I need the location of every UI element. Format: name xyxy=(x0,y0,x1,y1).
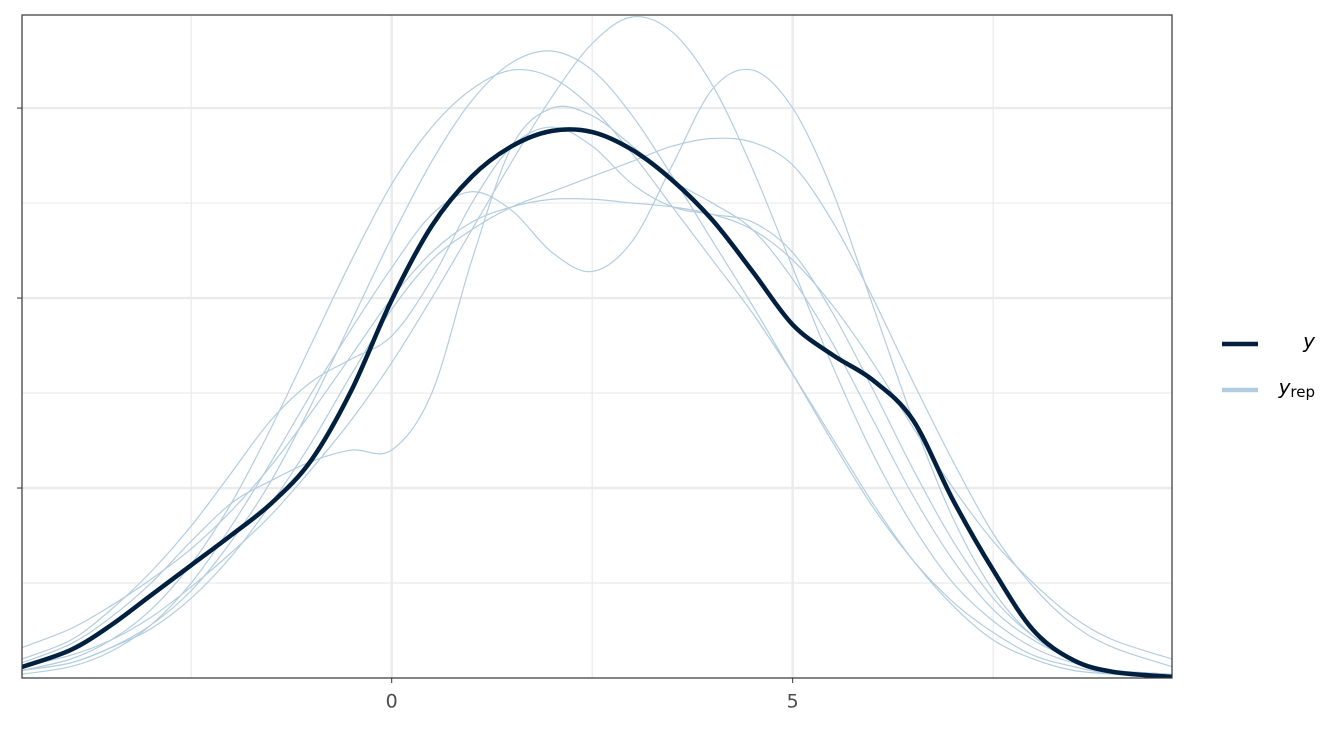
replicate-density xyxy=(22,68,1172,675)
replicate-density xyxy=(22,126,1172,675)
replicate-density xyxy=(22,15,1172,675)
x-tick-label: 0 xyxy=(386,691,398,713)
plot-border xyxy=(21,14,1173,679)
replicate-density xyxy=(22,50,1172,678)
legend-label-main: y xyxy=(1302,329,1316,353)
legend-label: y xyxy=(1302,329,1316,353)
legend-label-main: y xyxy=(1278,375,1292,399)
replicate-density xyxy=(22,68,1172,678)
x-tick-label: 5 xyxy=(787,691,799,713)
observed-density xyxy=(22,127,1172,678)
legend-label-subscript: rep xyxy=(1290,383,1315,401)
replicate-density xyxy=(22,197,1172,660)
legend-label: yrep xyxy=(1278,375,1315,401)
replicate-density xyxy=(22,105,1172,675)
replicate-density xyxy=(22,137,1172,671)
